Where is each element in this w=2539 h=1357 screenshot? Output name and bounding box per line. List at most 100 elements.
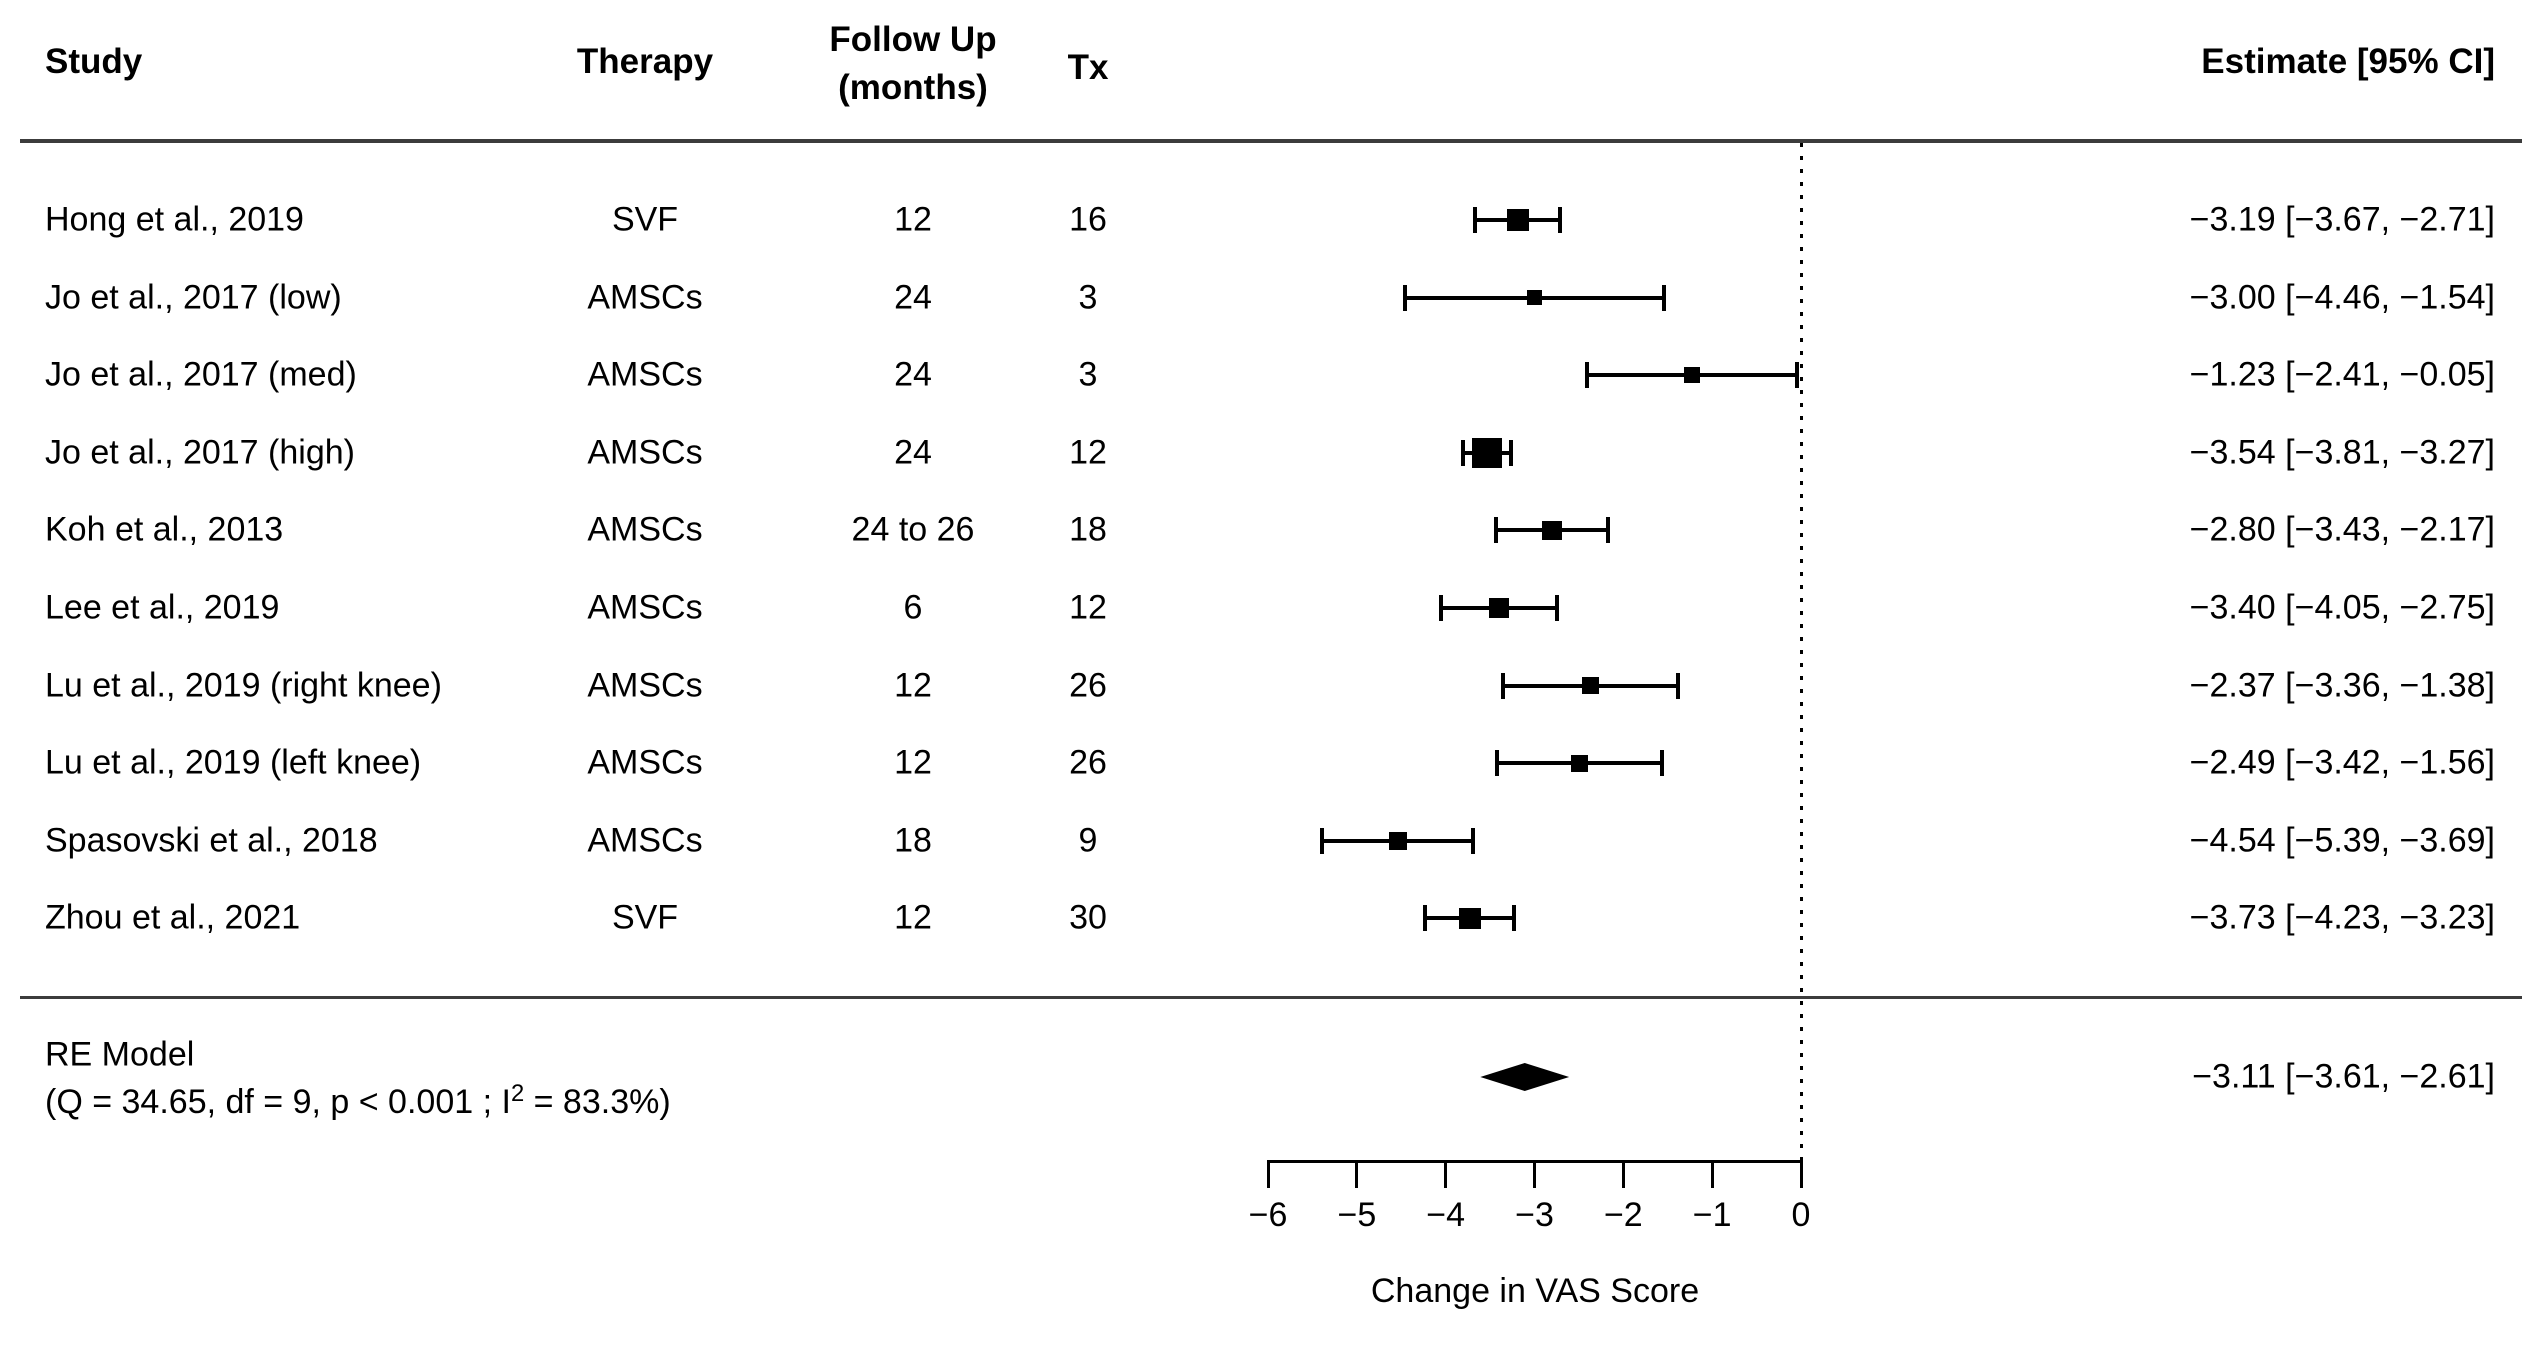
i-squared-superscript: 2	[510, 1079, 525, 1107]
therapy-value: AMSCs	[587, 666, 703, 705]
ci-cap-right	[1662, 284, 1667, 311]
header-divider-rule	[20, 139, 2522, 143]
study-label: Lu et al., 2019 (right knee)	[45, 666, 442, 705]
estimate-value: −3.73 [−4.23, −3.23]	[2189, 898, 2495, 937]
followup-value: 24	[894, 355, 932, 394]
x-axis-tick-label: −3	[1515, 1196, 1554, 1234]
point-square	[1542, 520, 1563, 541]
heterogeneity-text-after: = 83.3%)	[524, 1083, 671, 1122]
tx-value: 12	[1069, 588, 1107, 627]
x-axis-tick-label: −4	[1426, 1196, 1466, 1234]
ci-cap-left	[1439, 595, 1444, 621]
estimate-value: −2.80 [−3.43, −2.17]	[2189, 510, 2495, 549]
tx-value: 16	[1069, 200, 1107, 239]
therapy-value: AMSCs	[587, 743, 703, 782]
followup-value: 12	[894, 743, 932, 782]
ci-cap-right	[1512, 905, 1517, 932]
re-model-heterogeneity: (Q = 34.65, df = 9, p < 0.001 ; I2 = 83.…	[45, 1080, 671, 1122]
followup-value: 24 to 26	[851, 510, 975, 549]
x-axis-title: Change in VAS Score	[1370, 1272, 1700, 1310]
point-square	[1526, 289, 1543, 306]
therapy-value: AMSCs	[587, 510, 703, 549]
ci-cap-left	[1402, 284, 1407, 311]
point-square	[1471, 437, 1502, 468]
tx-value: 26	[1069, 743, 1107, 782]
summary-diamond	[1480, 1063, 1570, 1091]
estimate-value: −3.00 [−4.46, −1.54]	[2189, 278, 2495, 317]
x-axis-tick	[1355, 1160, 1359, 1188]
therapy-value: AMSCs	[587, 588, 703, 627]
tx-value: 9	[1078, 821, 1098, 860]
column-header-tx: Tx	[1067, 48, 1109, 87]
estimate-value: −2.37 [−3.36, −1.38]	[2189, 666, 2495, 705]
ci-cap-left	[1495, 750, 1500, 777]
ci-cap-left	[1584, 362, 1589, 389]
x-axis-tick-label: −1	[1692, 1196, 1732, 1234]
column-header-study: Study	[45, 42, 143, 81]
estimate-value: −2.49 [−3.42, −1.56]	[2189, 743, 2495, 782]
ci-cap-left	[1460, 439, 1465, 466]
x-axis-tick-label: −2	[1603, 1196, 1643, 1234]
tx-value: 3	[1078, 355, 1098, 394]
x-axis-tick	[1621, 1160, 1625, 1188]
followup-value: 12	[894, 200, 932, 239]
x-axis-tick	[1266, 1160, 1270, 1188]
therapy-value: AMSCs	[587, 821, 703, 860]
x-axis-tick	[1444, 1160, 1448, 1188]
estimate-value: −3.40 [−4.05, −2.75]	[2189, 588, 2495, 627]
point-square	[1489, 598, 1509, 618]
study-label: Koh et al., 2013	[45, 510, 284, 549]
x-axis-tick	[1710, 1160, 1714, 1188]
column-header-followup-line1: Follow Up	[829, 20, 997, 59]
followup-value: 12	[894, 898, 932, 937]
estimate-value: −3.19 [−3.67, −2.71]	[2189, 200, 2495, 239]
x-axis-tick-label: −5	[1337, 1196, 1377, 1234]
study-label: Jo et al., 2017 (med)	[45, 355, 357, 394]
point-square	[1683, 367, 1700, 384]
ci-cap-left	[1320, 827, 1325, 854]
ci-cap-right	[1558, 207, 1563, 233]
estimate-value: −3.54 [−3.81, −3.27]	[2189, 433, 2495, 472]
ci-cap-right	[1508, 439, 1513, 466]
tx-value: 12	[1069, 433, 1107, 472]
zero-reference-line	[1800, 143, 1803, 1162]
heterogeneity-text-before: (Q = 34.65, df = 9, p < 0.001 ; I	[45, 1083, 511, 1122]
study-label: Lu et al., 2019 (left knee)	[45, 743, 422, 782]
study-label: Jo et al., 2017 (high)	[45, 433, 355, 472]
followup-value: 18	[894, 821, 932, 860]
ci-cap-right	[1554, 595, 1559, 621]
ci-cap-left	[1494, 517, 1499, 544]
column-header-therapy: Therapy	[576, 42, 714, 81]
ci-cap-right	[1660, 750, 1665, 777]
tx-value: 3	[1078, 278, 1098, 317]
tx-value: 26	[1069, 666, 1107, 705]
re-model-label: RE Model	[45, 1035, 195, 1074]
point-square	[1506, 208, 1529, 232]
estimate-value: −4.54 [−5.39, −3.69]	[2189, 821, 2495, 860]
x-axis-tick	[1799, 1160, 1803, 1188]
ci-cap-left	[1423, 905, 1428, 932]
study-label: Jo et al., 2017 (low)	[45, 278, 342, 317]
followup-value: 12	[894, 666, 932, 705]
followup-value: 6	[903, 588, 923, 627]
followup-value: 24	[894, 278, 932, 317]
point-square	[1582, 677, 1599, 695]
study-label: Spasovski et al., 2018	[45, 821, 378, 860]
study-label: Lee et al., 2019	[45, 588, 280, 627]
ci-cap-right	[1676, 672, 1681, 699]
point-square	[1458, 907, 1481, 930]
followup-value: 24	[894, 433, 932, 472]
column-header-followup-line2: (months)	[838, 68, 988, 107]
x-axis-tick	[1533, 1160, 1536, 1188]
therapy-value: AMSCs	[587, 355, 703, 394]
therapy-value: AMSCs	[587, 278, 703, 317]
estimate-value: −1.23 [−2.41, −0.05]	[2189, 355, 2495, 394]
tx-value: 30	[1069, 898, 1107, 937]
column-header-estimate: Estimate [95% CI]	[2201, 42, 2495, 81]
study-label: Zhou et al., 2021	[45, 898, 301, 937]
summary-estimate-value: −3.11 [−3.61, −2.61]	[2192, 1057, 2495, 1096]
ci-cap-right	[1606, 517, 1611, 544]
ci-cap-left	[1472, 207, 1477, 233]
therapy-value: SVF	[611, 200, 679, 239]
